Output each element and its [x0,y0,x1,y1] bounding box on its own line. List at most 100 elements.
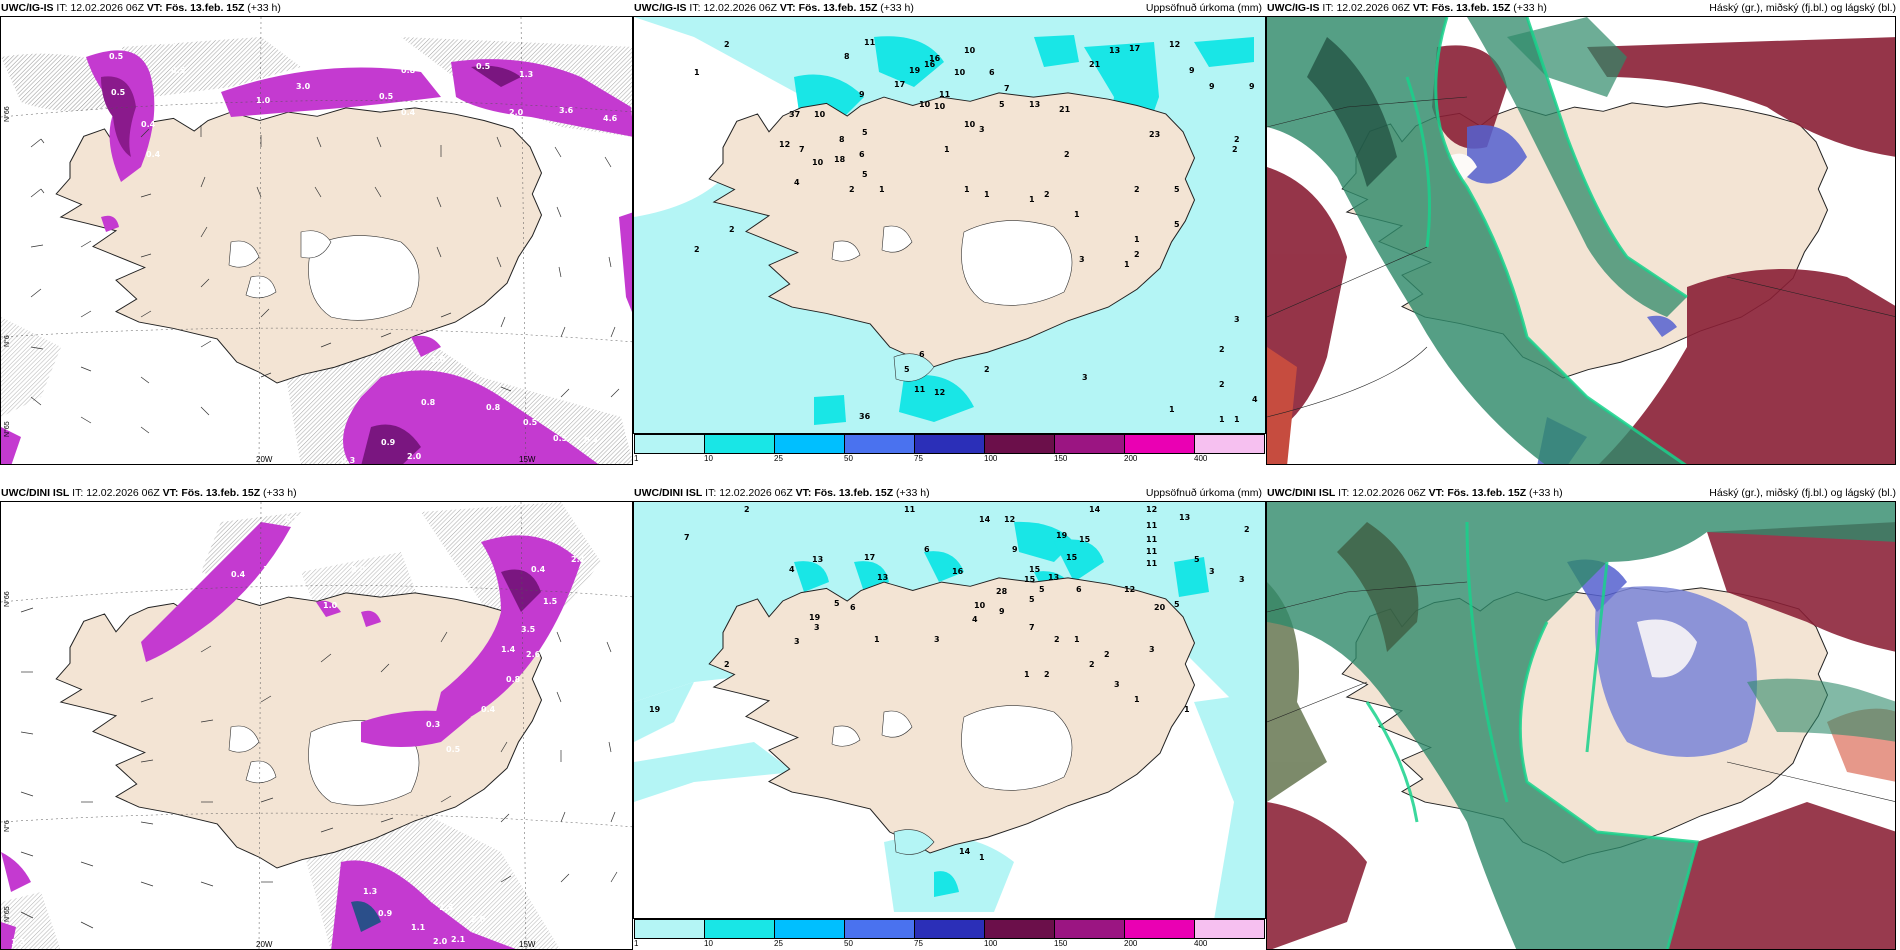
value-label: 0.5 [446,745,461,754]
value-label: 14 [1089,505,1101,514]
colorbar-seg [1125,435,1195,453]
lat-label-6: N°6 [3,335,11,347]
value-label: 0.3 [237,509,251,518]
lon-label-15w: 15W [519,455,536,464]
value-label: 13 [1029,100,1040,109]
panel-dini-precip: UWC/DINI ISL IT: 12.02.2026 06Z VT: Fös.… [633,485,1266,950]
value-label: 3 [1082,373,1088,382]
panel-dini-wind: UWC/DINI ISL IT: 12.02.2026 06Z VT: Fös.… [0,485,633,950]
map-area[interactable] [1266,16,1896,465]
value-label: 3.6 [559,106,574,115]
value-label: 9 [1189,66,1195,75]
value-label: 4 [794,178,800,187]
glaciers [831,220,1073,382]
value-label: 1 [1134,235,1140,244]
value-label: 4 [789,565,795,574]
vt-value: Fös. 13.feb. 15Z [814,487,894,499]
value-label: 5 [1039,585,1045,594]
value-label: 36 [859,412,871,421]
value-label: 0.4 [141,120,156,129]
value-label: 1 [944,145,950,154]
value-label: 1.3 [519,70,533,79]
value-label: 1 [874,635,880,644]
graticule [1,502,632,949]
value-label: 2 [1244,525,1250,534]
colorbar-label: 10 [704,454,713,463]
value-label: 12 [1169,40,1180,49]
lat-label-65: N°65 [3,421,11,437]
value-label: 1 [1169,405,1175,414]
value-label: 5 [834,599,840,608]
wind-barbs [30,125,620,434]
value-label: 3 [814,623,820,632]
it-label: IT: [705,487,717,499]
value-label: 1.5 [439,903,454,912]
value-label: 0.5 [476,62,491,71]
panel-igis-precip: UWC/IG-IS IT: 12.02.2026 06Z VT: Fös. 13… [633,0,1266,465]
colorbar-seg [1195,435,1264,453]
value-label: 2 [724,40,730,49]
value-label: 0.5 [553,434,568,443]
value-label: 2.0 [509,108,524,117]
value-label: 6 [919,350,925,359]
vt-label: VT: [795,487,812,499]
value-label: 2.0 [433,937,448,946]
value-label: 2 [1104,650,1110,659]
map-area[interactable]: 2 11 14 12 14 12 13 7 13 11 9 19 15 11 2… [633,501,1266,919]
map-area[interactable]: 0.3 1.1 0.5 0.4 2.0 1.0 0.4 2.1 1.5 3.5 … [0,501,633,950]
map-area[interactable]: 0.5 0.6 0.5 0.5 0.4 0.4 3.0 0.5 1.0 0.8 … [0,16,633,465]
lon-label-20w: 20W [256,940,273,949]
colorbar-seg [915,920,985,938]
value-label: 0.6 [163,38,178,47]
value-label: 6 [850,603,856,612]
value-label: 2.6 [526,650,541,659]
map-area[interactable]: 2 11 16 10 12 13 17 1 8 19 16 10 6 7 21 … [633,16,1266,434]
value-label: 6 [924,545,930,554]
value-label: 1 [1074,210,1080,219]
panel-title: UWC/DINI ISL IT: 12.02.2026 06Z VT: Fös.… [633,485,1266,501]
colorbar-seg [635,435,705,453]
model-name: UWC/DINI ISL [634,487,703,499]
colorbar-seg [845,920,915,938]
value-label: 0.5 [523,418,538,427]
value-label: 2.0 [431,355,446,364]
value-label: 0.4 [231,570,246,579]
value-label: 2.1 [571,555,586,564]
value-label: 16 [952,567,964,576]
value-label: 2 [1219,345,1225,354]
model-name: UWC/IG-IS [1,2,54,14]
colorbar-label: 50 [844,454,853,463]
value-label: 8 [844,52,850,61]
value-label: 11 [864,38,876,47]
map-area[interactable] [1266,501,1896,950]
value-label: 2.0 [471,915,486,924]
wind-map: 0.5 0.6 0.5 0.5 0.4 0.4 3.0 0.5 1.0 0.8 … [1,17,632,465]
value-label: 1 [1184,705,1190,714]
value-label: 16 [924,60,936,69]
it-value: 12.02.2026 06Z [1336,2,1410,14]
value-label: 5 [1194,555,1200,564]
value-label: 1 [1029,195,1035,204]
value-label: 0.4 [401,108,416,117]
value-label: 1 [1124,260,1130,269]
colorbar-label: 50 [844,939,853,948]
value-label: 3 [1209,567,1215,576]
panel-title: UWC/IG-IS IT: 12.02.2026 06Z VT: Fös. 13… [0,0,633,16]
value-label: 5 [1174,600,1180,609]
panel-title: UWC/DINI ISL IT: 12.02.2026 06Z VT: Fös.… [1266,485,1900,501]
value-label: 0.8 [486,403,501,412]
value-label: 9 [1012,545,1018,554]
it-label: IT: [56,2,68,14]
lead-time: (+33 h) [1513,2,1547,14]
value-label: 5 [862,170,868,179]
value-label: 0.3 [341,456,355,465]
value-label: 11 [914,385,926,394]
value-label: 13 [812,555,823,564]
high-clouds [1267,502,1895,949]
value-label: 23 [1149,130,1160,139]
value-label: 13 [1109,46,1120,55]
value-label: 10 [974,601,986,610]
value-label: 3 [1079,255,1085,264]
it-label: IT: [1322,2,1334,14]
value-label: 1 [964,185,970,194]
